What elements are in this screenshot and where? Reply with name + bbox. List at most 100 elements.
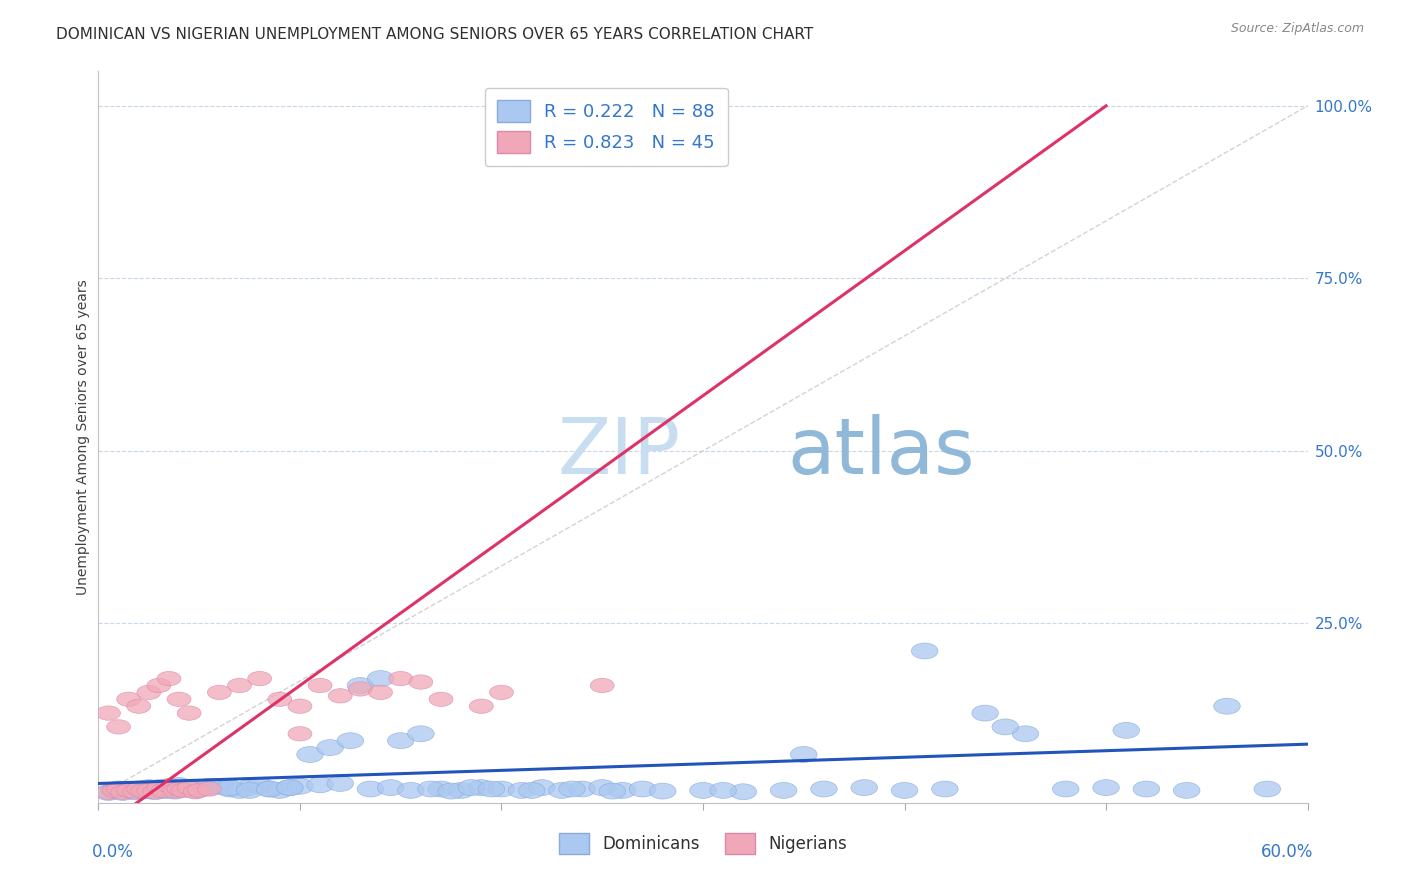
Ellipse shape <box>630 781 655 797</box>
Ellipse shape <box>207 778 232 794</box>
Ellipse shape <box>349 681 373 696</box>
Ellipse shape <box>308 678 332 693</box>
Ellipse shape <box>569 781 595 797</box>
Ellipse shape <box>307 777 333 793</box>
Ellipse shape <box>368 685 392 699</box>
Text: Source: ZipAtlas.com: Source: ZipAtlas.com <box>1230 22 1364 36</box>
Ellipse shape <box>111 785 135 799</box>
Ellipse shape <box>1254 781 1281 797</box>
Ellipse shape <box>429 692 453 706</box>
Ellipse shape <box>136 783 160 797</box>
Ellipse shape <box>121 784 148 800</box>
Ellipse shape <box>176 781 202 797</box>
Ellipse shape <box>129 783 156 799</box>
Ellipse shape <box>115 782 142 798</box>
Ellipse shape <box>157 779 181 793</box>
Ellipse shape <box>101 782 128 798</box>
Ellipse shape <box>328 775 353 791</box>
Ellipse shape <box>650 783 676 799</box>
Ellipse shape <box>195 778 222 794</box>
Ellipse shape <box>217 780 243 796</box>
Ellipse shape <box>458 780 485 796</box>
Ellipse shape <box>488 781 515 797</box>
Ellipse shape <box>146 780 172 795</box>
Ellipse shape <box>398 782 425 798</box>
Text: atlas: atlas <box>787 414 976 490</box>
Ellipse shape <box>135 782 162 798</box>
Ellipse shape <box>177 706 201 720</box>
Ellipse shape <box>1174 782 1199 798</box>
Ellipse shape <box>117 783 141 797</box>
Ellipse shape <box>256 781 283 797</box>
Ellipse shape <box>519 782 546 798</box>
Ellipse shape <box>408 726 434 742</box>
Ellipse shape <box>163 784 187 798</box>
Ellipse shape <box>149 782 176 798</box>
Ellipse shape <box>162 783 188 799</box>
Ellipse shape <box>1133 781 1160 797</box>
Ellipse shape <box>117 692 141 706</box>
Ellipse shape <box>246 778 273 794</box>
Ellipse shape <box>468 780 495 796</box>
Ellipse shape <box>143 785 167 799</box>
Ellipse shape <box>357 781 384 797</box>
Ellipse shape <box>197 781 221 797</box>
Ellipse shape <box>97 785 121 799</box>
Ellipse shape <box>388 672 413 686</box>
Ellipse shape <box>489 685 513 699</box>
Ellipse shape <box>851 780 877 796</box>
Text: 0.0%: 0.0% <box>93 843 134 861</box>
Ellipse shape <box>449 782 474 798</box>
Ellipse shape <box>316 739 343 756</box>
Ellipse shape <box>267 692 292 706</box>
Ellipse shape <box>107 781 131 797</box>
Ellipse shape <box>328 689 353 703</box>
Ellipse shape <box>932 781 957 797</box>
Ellipse shape <box>146 780 172 796</box>
Ellipse shape <box>367 671 394 687</box>
Ellipse shape <box>135 780 162 796</box>
Ellipse shape <box>97 706 121 720</box>
Ellipse shape <box>297 747 323 763</box>
Ellipse shape <box>911 643 938 659</box>
Ellipse shape <box>972 705 998 721</box>
Ellipse shape <box>589 780 616 796</box>
Ellipse shape <box>166 778 193 794</box>
Ellipse shape <box>427 781 454 797</box>
Ellipse shape <box>247 672 271 686</box>
Ellipse shape <box>183 785 207 799</box>
Ellipse shape <box>418 781 444 797</box>
Ellipse shape <box>1053 781 1078 797</box>
Ellipse shape <box>548 782 575 798</box>
Ellipse shape <box>891 782 918 798</box>
Ellipse shape <box>347 678 374 693</box>
Ellipse shape <box>236 780 263 796</box>
Ellipse shape <box>226 782 253 798</box>
Ellipse shape <box>105 781 132 797</box>
Ellipse shape <box>811 781 837 797</box>
Ellipse shape <box>1092 780 1119 796</box>
Ellipse shape <box>437 783 464 799</box>
Ellipse shape <box>110 784 136 800</box>
Ellipse shape <box>690 782 716 798</box>
Ellipse shape <box>136 685 160 699</box>
Ellipse shape <box>529 780 555 796</box>
Ellipse shape <box>1114 723 1139 739</box>
Ellipse shape <box>288 699 312 714</box>
Ellipse shape <box>142 784 169 800</box>
Ellipse shape <box>277 780 304 796</box>
Ellipse shape <box>993 719 1018 735</box>
Ellipse shape <box>103 783 127 797</box>
Ellipse shape <box>388 732 413 748</box>
Ellipse shape <box>790 747 817 763</box>
Ellipse shape <box>177 780 201 795</box>
Ellipse shape <box>217 781 243 797</box>
Ellipse shape <box>478 781 505 797</box>
Legend: Dominicans, Nigerians: Dominicans, Nigerians <box>553 827 853 860</box>
Ellipse shape <box>256 781 283 797</box>
Ellipse shape <box>156 781 183 797</box>
Ellipse shape <box>157 672 181 686</box>
Ellipse shape <box>409 675 433 690</box>
Ellipse shape <box>710 782 737 798</box>
Ellipse shape <box>558 781 585 797</box>
